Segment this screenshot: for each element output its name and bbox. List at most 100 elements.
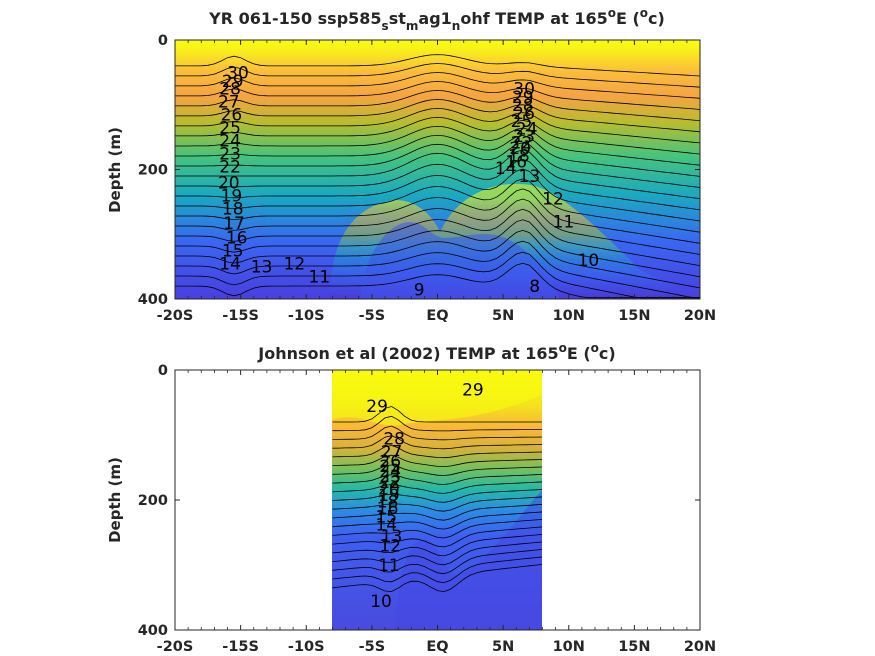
top-contour-label: 15 bbox=[222, 241, 244, 261]
bottom-ticks: -20S -15S -10S -5S EQ 5N 10N 15N 20N 0 200 400 bbox=[138, 363, 716, 655]
top-contour-line bbox=[175, 107, 700, 144]
top-contour-label: 14 bbox=[219, 254, 241, 274]
top-contour-line bbox=[175, 188, 700, 244]
bottom-contour-line bbox=[332, 445, 542, 459]
bottom-xtick-label: -10S bbox=[288, 639, 325, 655]
bottom-xtick-label: 15N bbox=[618, 639, 650, 655]
bottom-contour-label: 19 bbox=[378, 486, 400, 506]
top-panel: YR 061-150 ssp585sstmag1nohf TEMP at 165… bbox=[106, 6, 716, 324]
top-contour-line bbox=[175, 99, 700, 133]
top-xtick-label: 5N bbox=[492, 308, 514, 324]
top-contour-line bbox=[175, 149, 700, 200]
top-contour-line bbox=[175, 240, 700, 299]
bottom-xtick-label: -15S bbox=[222, 639, 259, 655]
top-contour-label: 26 bbox=[221, 105, 243, 125]
top-ytick-label: 0 bbox=[158, 33, 168, 49]
top-contour-label: 27 bbox=[218, 93, 240, 113]
bottom-contour-label: 13 bbox=[381, 527, 403, 547]
bottom-ytick-label: 200 bbox=[138, 493, 168, 509]
top-contour-label: 9 bbox=[414, 280, 425, 300]
bottom-contour-line bbox=[332, 425, 542, 441]
top-contour-label: 26 bbox=[513, 104, 535, 124]
bottom-contour-label: 29 bbox=[366, 397, 388, 417]
bottom-title: Johnson et al (2002) TEMP at 165oE (oc) bbox=[257, 341, 615, 363]
top-contour-label: 22 bbox=[219, 157, 241, 177]
bottom-contour-label: 18 bbox=[377, 492, 399, 512]
bottom-contour-label: 10 bbox=[370, 592, 392, 612]
bottom-contour-line bbox=[332, 504, 542, 521]
bottom-contour-label: 22 bbox=[379, 473, 401, 493]
top-contour-label: 24 bbox=[516, 120, 538, 140]
top-field-core bbox=[360, 222, 560, 299]
bottom-ylabel: Depth (m) bbox=[106, 457, 124, 543]
top-contour-label: 22 bbox=[511, 133, 533, 153]
bottom-panel: Johnson et al (2002) TEMP at 165oE (oc) … bbox=[106, 341, 716, 655]
bottom-contour-line bbox=[332, 489, 542, 503]
bottom-contour-label: 23 bbox=[379, 467, 401, 487]
bottom-xtick-label: EQ bbox=[426, 639, 448, 655]
top-xtick-label: -10S bbox=[288, 308, 325, 324]
top-contour-label: 30 bbox=[513, 80, 535, 100]
bottom-field-warm bbox=[332, 370, 542, 426]
top-contour-label: 18 bbox=[222, 199, 244, 219]
top-contour-line bbox=[175, 134, 700, 177]
bottom-contour-line bbox=[332, 481, 542, 494]
top-contour-label: 20 bbox=[218, 173, 240, 193]
top-ylabel: Depth (m) bbox=[106, 127, 124, 213]
bottom-contour-line bbox=[332, 534, 542, 557]
top-contour-label: 28 bbox=[512, 96, 534, 116]
top-contour-line bbox=[175, 251, 700, 299]
top-ytick-label: 400 bbox=[138, 292, 168, 308]
bottom-contour-line bbox=[332, 435, 542, 450]
top-contour-line bbox=[175, 54, 700, 77]
bottom-contour-label: 16 bbox=[377, 499, 399, 519]
bottom-contour-label: 20 bbox=[378, 479, 400, 499]
top-contour-label: 20 bbox=[509, 139, 531, 159]
top-contour-line bbox=[175, 63, 700, 88]
bottom-contour-line bbox=[332, 526, 542, 548]
bottom-contour-label: 12 bbox=[379, 537, 401, 557]
top-contour-label: 25 bbox=[219, 118, 241, 138]
bottom-contour-line bbox=[332, 496, 542, 512]
bottom-xtick-label: 20N bbox=[684, 639, 716, 655]
top-contour-label: 19 bbox=[221, 186, 243, 206]
top-contour-label: 16 bbox=[505, 153, 527, 173]
top-contour-label: 18 bbox=[508, 146, 530, 166]
top-contour-label: 12 bbox=[284, 254, 306, 274]
bottom-ytick-label: 0 bbox=[158, 363, 168, 379]
top-contour-label: 29 bbox=[512, 88, 534, 108]
top-contour-label: 13 bbox=[251, 258, 273, 278]
top-contour-label: 28 bbox=[219, 80, 241, 100]
top-contours bbox=[175, 54, 700, 299]
bottom-contour-line bbox=[332, 519, 542, 539]
top-xtick-label: 15N bbox=[618, 308, 650, 324]
bottom-contour-label: 25 bbox=[379, 457, 401, 477]
top-contour-line bbox=[175, 142, 700, 188]
top-contour-line bbox=[175, 81, 700, 110]
top-title: YR 061-150 ssp585sstmag1nohf TEMP at 165… bbox=[208, 6, 665, 33]
bottom-contours bbox=[332, 406, 542, 593]
bottom-contour-label: 26 bbox=[379, 452, 401, 472]
top-ticks: -20S -15S -10S -5S EQ 5N 10N 15N 20N 0 200 400 bbox=[138, 33, 716, 324]
bottom-contour-line bbox=[332, 406, 542, 423]
top-contour-label: 16 bbox=[226, 228, 248, 248]
top-xtick-label: EQ bbox=[426, 308, 448, 324]
top-contour-label: 14 bbox=[495, 159, 517, 179]
top-contour-line bbox=[175, 158, 700, 211]
top-contour-label: 17 bbox=[223, 214, 245, 234]
bottom-xtick-label: -20S bbox=[157, 639, 194, 655]
top-xtick-label: -5S bbox=[359, 308, 386, 324]
bottom-field bbox=[332, 370, 542, 630]
top-contour-label: 23 bbox=[219, 144, 241, 164]
top-contour-line bbox=[175, 219, 700, 278]
top-xtick-label: -20S bbox=[157, 308, 194, 324]
bottom-contour-line bbox=[332, 549, 542, 575]
bottom-contour-line bbox=[332, 511, 542, 530]
bottom-field-core bbox=[395, 490, 542, 630]
bottom-contour-label: 27 bbox=[381, 442, 403, 462]
top-contour-label: 29 bbox=[222, 72, 244, 92]
top-contour-label: 8 bbox=[529, 277, 540, 297]
top-contour-line bbox=[175, 262, 700, 299]
